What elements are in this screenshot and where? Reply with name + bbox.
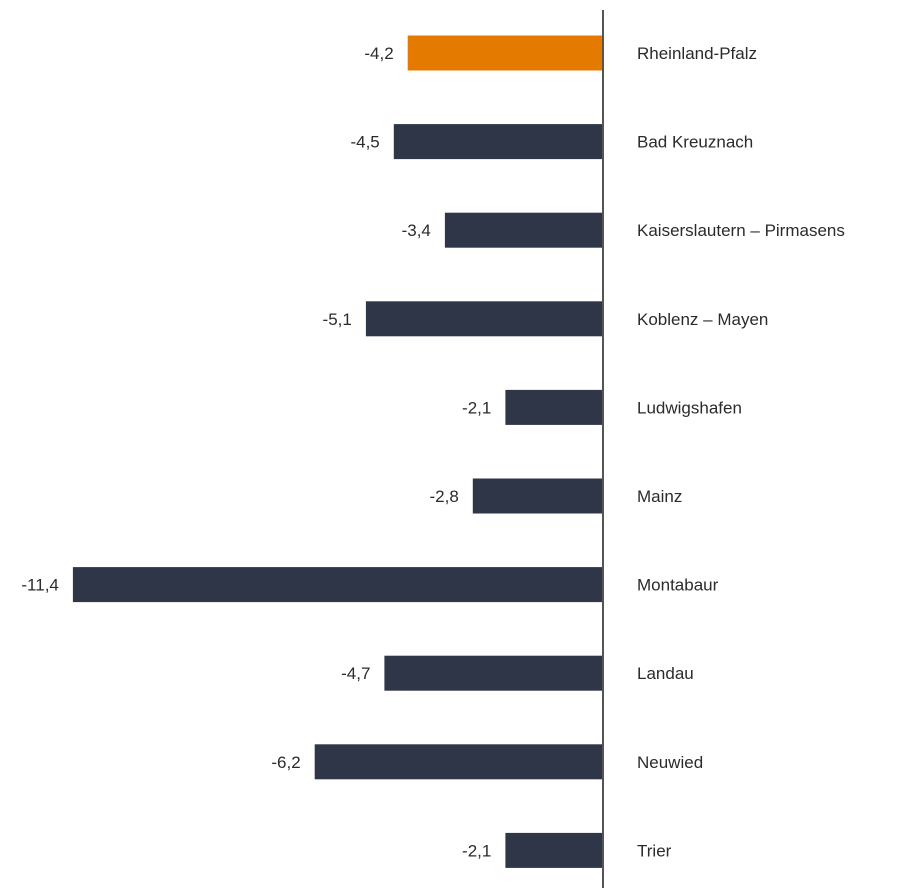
bar-bad-kreuznach [393, 124, 604, 160]
category-label: Mainz [637, 487, 682, 506]
category-label: Kaiserslautern – Pirmasens [637, 221, 845, 240]
category-label: Koblenz – Mayen [637, 310, 768, 329]
bar-trier [505, 832, 604, 868]
category-label: Trier [637, 841, 672, 860]
category-label: Rheinland-Pfalz [637, 44, 757, 63]
labels-layer: -4,2 Rheinland-Pfalz -4,5 Bad Kreuznach -3,4… [21, 44, 844, 860]
category-label: Montabaur [637, 576, 719, 595]
category-label: Landau [637, 664, 694, 683]
value-label: -3,4 [402, 221, 431, 240]
category-label: Neuwied [637, 753, 703, 772]
bar-landau [384, 655, 603, 691]
value-label: -4,2 [364, 44, 393, 63]
value-label: -2,1 [462, 398, 491, 417]
value-label: -6,2 [271, 753, 300, 772]
value-label: -11,4 [21, 576, 59, 595]
value-label: -2,8 [430, 487, 459, 506]
value-label: -4,5 [350, 133, 379, 152]
category-label: Bad Kreuznach [637, 133, 753, 152]
bar-montabaur [72, 567, 603, 603]
bars-layer [72, 35, 604, 868]
value-label: -2,1 [462, 841, 491, 860]
bar-neuwied [314, 744, 603, 780]
bar-rheinland-pfalz [407, 35, 603, 71]
bar-kaiserslautern-pirmasens [444, 212, 603, 248]
value-label: -4,7 [341, 664, 370, 683]
bar-mainz [472, 478, 603, 514]
bar-koblenz-mayen [365, 301, 603, 337]
value-label: -5,1 [323, 310, 352, 329]
bar-ludwigshafen [505, 389, 604, 425]
category-label: Ludwigshafen [637, 398, 742, 417]
